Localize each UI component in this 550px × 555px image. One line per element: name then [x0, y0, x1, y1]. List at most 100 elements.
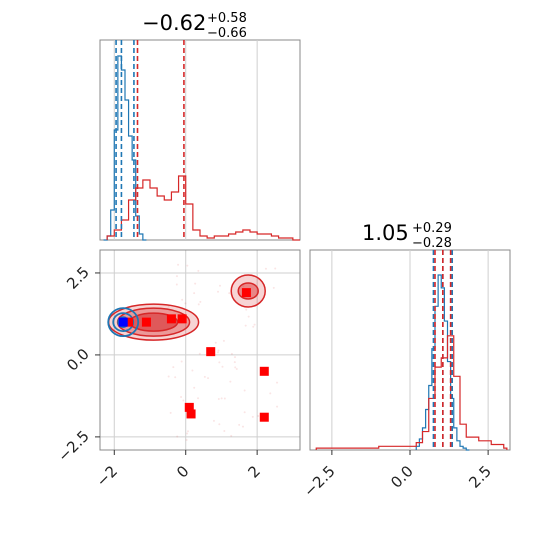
joint-scatter-point: [241, 425, 244, 428]
bottom-right-x-tick-label: 2.5: [465, 462, 495, 492]
joint-contours: [107, 274, 266, 341]
top-left-quantile-lines: [115, 40, 185, 240]
joint-blue-contour: [112, 312, 135, 333]
joint-scatter-point: [203, 375, 206, 378]
joint-scatter-point: [247, 315, 250, 318]
joint-red-marker: [241, 288, 251, 298]
joint-red-marker: [177, 314, 187, 324]
joint-scatter-point: [186, 432, 189, 435]
joint-scatter-point: [233, 356, 236, 359]
joint-scatter-point: [217, 349, 220, 352]
bottom-right-grid: [331, 250, 489, 450]
joint-red-marker: [259, 412, 269, 422]
joint-panel: [99, 249, 301, 451]
joint-scatter-point: [221, 365, 224, 368]
joint-scatter-point: [242, 285, 245, 288]
joint-scatter-point: [272, 286, 275, 289]
joint-scatter-point: [223, 429, 226, 432]
joint-scatter-point: [228, 292, 231, 295]
bottom-right-x-ticks: −2.5 0.0 2.5: [300, 450, 495, 501]
joint-scatter-point: [216, 351, 219, 354]
joint-scatter-point: [245, 308, 248, 311]
joint-frame: [99, 249, 301, 451]
joint-scatter-point: [182, 399, 185, 402]
joint-scatter-point: [218, 361, 221, 364]
joint-scatter-point: [223, 397, 226, 400]
joint-scatter-point: [276, 381, 279, 384]
joint-scatter-point: [180, 360, 183, 363]
joint-y-ticks: −2.5 0.0 2.5: [54, 263, 100, 465]
bottom-right-marginal-panel: [309, 249, 511, 451]
joint-scatter-points: [167, 263, 279, 442]
joint-blue-marker: [118, 317, 128, 327]
bottom-right-histograms: [315, 274, 508, 451]
joint-scatter-point: [180, 395, 183, 398]
joint-scatter-point: [234, 366, 237, 369]
joint-scatter-point: [219, 284, 222, 287]
joint-red-marker: [124, 317, 134, 327]
joint-scatter-point: [185, 439, 188, 442]
joint-scatter-point: [193, 292, 196, 295]
top-left-title-lower: −0.66: [207, 26, 247, 41]
joint-scatter-point: [217, 397, 220, 400]
joint-red-marker: [141, 317, 151, 327]
joint-y-tick-label: −2.5: [54, 427, 92, 465]
joint-scatter-point: [235, 368, 238, 371]
bottom-right-title-upper: +0.29: [412, 221, 452, 236]
bottom-right-x-tick-label: 0.0: [387, 462, 417, 492]
joint-scatter-point: [243, 389, 246, 392]
joint-scatter-point: [181, 298, 184, 301]
joint-scatter-point: [186, 264, 189, 267]
joint-scatter-point: [175, 275, 178, 278]
bottom-right-histogram-series-0: [415, 274, 470, 451]
bottom-right-title-lower: −0.28: [412, 236, 452, 251]
joint-scatter-point: [251, 415, 254, 418]
joint-scatter-point: [186, 430, 189, 433]
joint-markers: [118, 288, 269, 422]
joint-scatter-point: [184, 302, 187, 305]
joint-scatter-point: [253, 323, 256, 326]
joint-scatter-point: [238, 423, 241, 426]
joint-scatter-point: [197, 303, 200, 306]
joint-red-marker: [206, 347, 216, 357]
joint-x-ticks: −2 0 2: [93, 450, 264, 490]
joint-grid: [100, 250, 300, 450]
joint-scatter-point: [193, 386, 196, 389]
joint-y-tick-label: 0.0: [63, 345, 93, 375]
joint-scatter-point: [222, 339, 225, 342]
joint-x-tick-label: 2: [244, 462, 263, 481]
joint-scatter-point: [175, 283, 178, 286]
top-left-frame: [99, 39, 301, 241]
joint-scatter-point: [244, 324, 247, 327]
joint-scatter-point: [177, 263, 180, 266]
joint-scatter-point: [233, 361, 236, 364]
top-left-histograms: [103, 55, 300, 241]
joint-scatter-point: [212, 419, 215, 422]
bottom-right-title: 1.05 +0.29 −0.28: [362, 221, 452, 251]
joint-scatter-point: [197, 397, 200, 400]
joint-scatter-point: [243, 411, 246, 414]
top-left-marginal-panel: [99, 39, 301, 241]
joint-scatter-point: [257, 414, 260, 417]
joint-scatter-point: [169, 411, 172, 414]
joint-scatter-point: [176, 435, 179, 438]
joint-scatter-point: [167, 375, 170, 378]
joint-y-tick-label: 2.5: [63, 263, 93, 293]
joint-scatter-point: [194, 282, 197, 285]
joint-red-marker: [184, 402, 194, 412]
joint-scatter-point: [230, 434, 233, 437]
bottom-right-histogram-series-1: [315, 335, 508, 450]
joint-scatter-point: [217, 290, 220, 293]
joint-red-marker: [259, 366, 269, 376]
joint-scatter-point: [229, 380, 232, 383]
top-left-title-main: −0.62: [142, 11, 206, 35]
joint-red-marker: [166, 314, 176, 324]
joint-scatter-point: [252, 325, 255, 328]
joint-scatter-point: [220, 397, 223, 400]
joint-scatter-point: [264, 267, 267, 270]
joint-scatter-point: [199, 300, 202, 303]
joint-scatter-point: [191, 369, 194, 372]
joint-scatter-point: [269, 392, 272, 395]
